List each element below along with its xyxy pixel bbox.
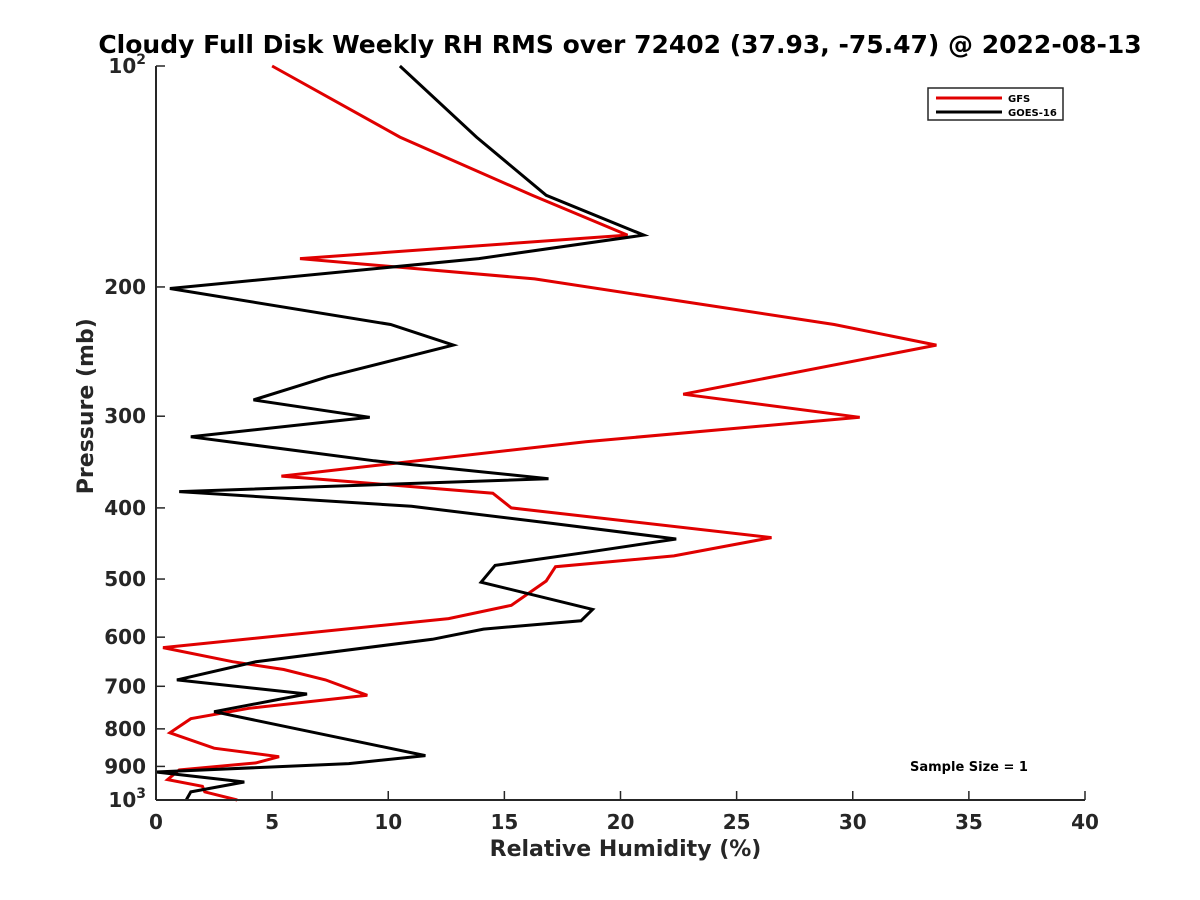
x-tick-label: 15: [490, 810, 518, 834]
x-tick-label: 35: [955, 810, 983, 834]
y-tick-label: 200: [104, 275, 146, 299]
legend-label: GOES-16: [1008, 108, 1057, 119]
y-axis-title: Pressure (mb): [74, 318, 99, 494]
y-tick-label: 103: [108, 786, 146, 812]
y-tick-label: 400: [104, 496, 146, 520]
x-axis-title: Relative Humidity (%): [490, 837, 762, 862]
y-tick-label: 300: [104, 404, 146, 428]
y-tick-label: 700: [104, 674, 146, 698]
x-tick-label: 10: [374, 810, 402, 834]
y-tick-label: 600: [104, 625, 146, 649]
y-tick-label: 500: [104, 567, 146, 591]
y-tick-label: 800: [104, 717, 146, 741]
y-tick-label: 900: [104, 754, 146, 778]
x-tick-label: 30: [839, 810, 867, 834]
x-tick-label: 40: [1071, 810, 1099, 834]
x-tick-label: 5: [265, 810, 279, 834]
legend: GFS GOES-16: [927, 87, 1064, 121]
series-line-goes-16: [155, 64, 677, 801]
sample-size-annotation: Sample Size = 1: [910, 760, 1028, 775]
chart-title: Cloudy Full Disk Weekly RH RMS over 7240…: [98, 30, 1142, 59]
x-tick-label: 20: [607, 810, 635, 834]
legend-label: GFS: [1008, 94, 1030, 105]
legend-box: [927, 87, 1064, 121]
x-tick-label: 0: [149, 810, 163, 834]
axes: 0 5 10 15 20 25 30 35 40 102 200 300 400 500 600 700 800…: [74, 52, 1099, 862]
plot-area: [155, 64, 937, 802]
x-tick-label: 25: [723, 810, 751, 834]
y-tick-label: 102: [108, 52, 146, 78]
